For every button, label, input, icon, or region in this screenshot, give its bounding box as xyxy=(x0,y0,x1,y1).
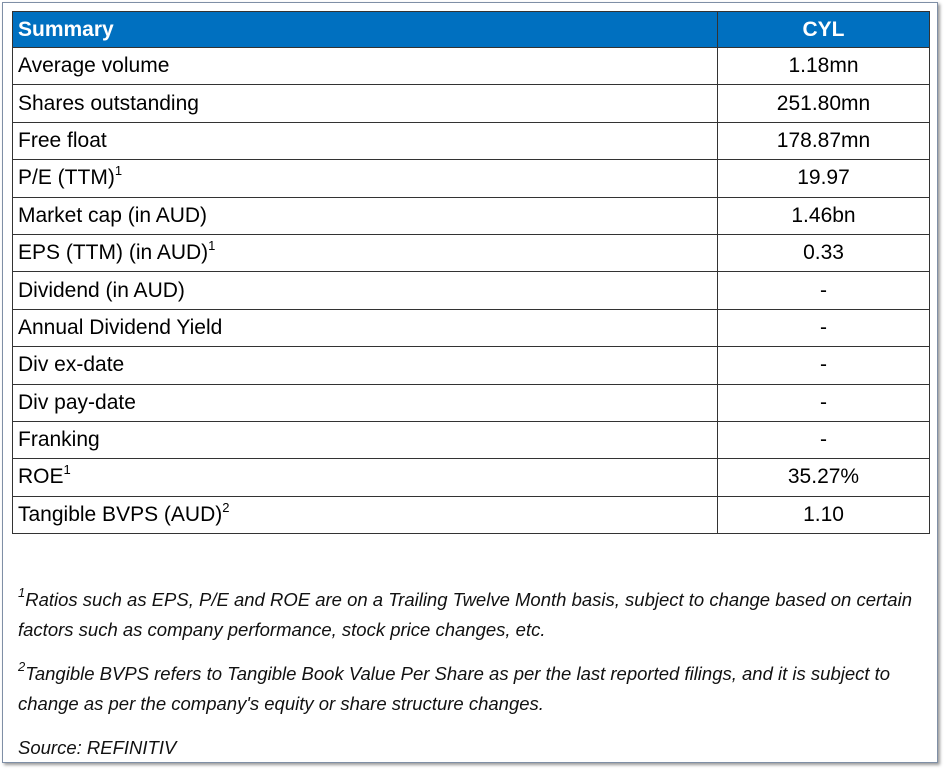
note-marker: 2 xyxy=(222,499,230,515)
row-value: - xyxy=(820,353,827,377)
value-cell: - xyxy=(717,271,930,310)
row-label: Annual Dividend Yield xyxy=(18,315,223,339)
header-row: Summary CYL xyxy=(12,11,930,48)
summary-table: Summary CYL Average volume 1.18mn Shares o… xyxy=(12,11,930,535)
label-cell: Free float xyxy=(12,121,718,161)
row-label: P/E (TTM) xyxy=(18,166,115,190)
value-cell: 1.10 xyxy=(717,495,930,535)
note-marker: 1 xyxy=(208,238,216,254)
footnote: 1Ratios such as EPS, P/E and ROE are on … xyxy=(18,585,918,645)
footnotes: 1Ratios such as EPS, P/E and ROE are on … xyxy=(18,585,918,763)
label-cell: P/E (TTM)1 xyxy=(12,159,718,198)
table-row: Dividend (in AUD) - xyxy=(12,271,930,310)
value-cell: - xyxy=(717,383,930,422)
row-value: 1.18mn xyxy=(788,54,859,78)
row-value: 19.97 xyxy=(797,166,850,190)
table-row: Tangible BVPS (AUD)2 1.10 xyxy=(12,495,930,535)
label-cell: Div ex-date xyxy=(12,346,718,385)
footnote-marker: 1 xyxy=(18,585,26,600)
table-row: Div pay-date - xyxy=(12,383,930,422)
table-row: Average volume 1.18mn xyxy=(12,46,930,86)
row-label: Shares outstanding xyxy=(18,91,199,115)
label-cell: EPS (TTM) (in AUD)1 xyxy=(12,233,718,273)
value-cell: 178.87mn xyxy=(717,121,930,161)
footnote-text: Tangible BVPS refers to Tangible Book Va… xyxy=(18,663,891,714)
header-cell: Summary xyxy=(12,11,718,48)
value-cell: - xyxy=(717,420,930,460)
table-row: Free float 178.87mn xyxy=(12,121,930,161)
value-cell: 0.33 xyxy=(717,233,930,273)
value-cell: 19.97 xyxy=(717,159,930,198)
footnote: 2Tangible BVPS refers to Tangible Book V… xyxy=(18,659,918,719)
row-label: Dividend (in AUD) xyxy=(18,278,185,302)
footnote-text: Ratios such as EPS, P/E and ROE are on a… xyxy=(18,589,912,640)
row-label: EPS (TTM) (in AUD) xyxy=(18,241,209,265)
row-value: 178.87mn xyxy=(776,128,871,152)
label-cell: Annual Dividend Yield xyxy=(12,308,718,348)
label-cell: Dividend (in AUD) xyxy=(12,271,718,310)
row-label: Div pay-date xyxy=(18,390,136,414)
row-label: Franking xyxy=(18,428,100,452)
label-cell: Average volume xyxy=(12,46,718,86)
row-value: 35.27% xyxy=(787,465,860,489)
row-label: Average volume xyxy=(18,54,170,78)
row-value: - xyxy=(820,278,827,302)
footnote-marker: 2 xyxy=(18,659,26,674)
note-marker: 1 xyxy=(63,462,71,478)
table-body: Average volume 1.18mn Shares outstanding 25… xyxy=(12,46,930,535)
note-marker: 1 xyxy=(114,163,123,179)
table-row: P/E (TTM)1 19.97 xyxy=(12,159,930,198)
table-row: Franking - xyxy=(12,420,930,460)
row-value: 1.10 xyxy=(803,502,844,526)
value-cell: - xyxy=(717,346,930,385)
table-row: ROE1 35.27% xyxy=(12,458,930,497)
table-row: Shares outstanding 251.80mn xyxy=(12,84,930,123)
table-row: Annual Dividend Yield - xyxy=(12,308,930,348)
value-cell: - xyxy=(717,308,930,348)
row-value: 0.33 xyxy=(803,241,844,265)
label-cell: Market cap (in AUD) xyxy=(12,196,718,235)
value-cell: 251.80mn xyxy=(717,84,930,123)
table-row: Market cap (in AUD) 1.46bn xyxy=(12,196,930,235)
row-label: Div ex-date xyxy=(18,353,125,377)
table-row: EPS (TTM) (in AUD)1 0.33 xyxy=(12,233,930,273)
row-value: - xyxy=(820,390,827,414)
value-cell: 35.27% xyxy=(717,458,930,497)
table-row: Div ex-date - xyxy=(12,346,930,385)
value-cell: 1.18mn xyxy=(717,46,930,86)
value-cell: 1.46bn xyxy=(717,196,930,235)
header-cell: CYL xyxy=(717,11,930,48)
row-label: Market cap (in AUD) xyxy=(18,203,208,227)
label-cell: Tangible BVPS (AUD)2 xyxy=(12,495,718,535)
label-cell: Franking xyxy=(12,420,718,460)
row-value: - xyxy=(820,428,827,452)
label-cell: ROE1 xyxy=(12,458,718,497)
row-value: 1.46bn xyxy=(791,203,856,227)
row-value: 251.80mn xyxy=(776,91,871,115)
label-cell: Div pay-date xyxy=(12,383,718,422)
row-value: - xyxy=(820,315,827,339)
row-label: Tangible BVPS (AUD) xyxy=(18,502,223,526)
source: Source: REFINITIV xyxy=(18,737,177,758)
row-label: Free float xyxy=(18,128,107,152)
label-cell: Shares outstanding xyxy=(12,84,718,123)
row-label: ROE xyxy=(18,465,64,489)
